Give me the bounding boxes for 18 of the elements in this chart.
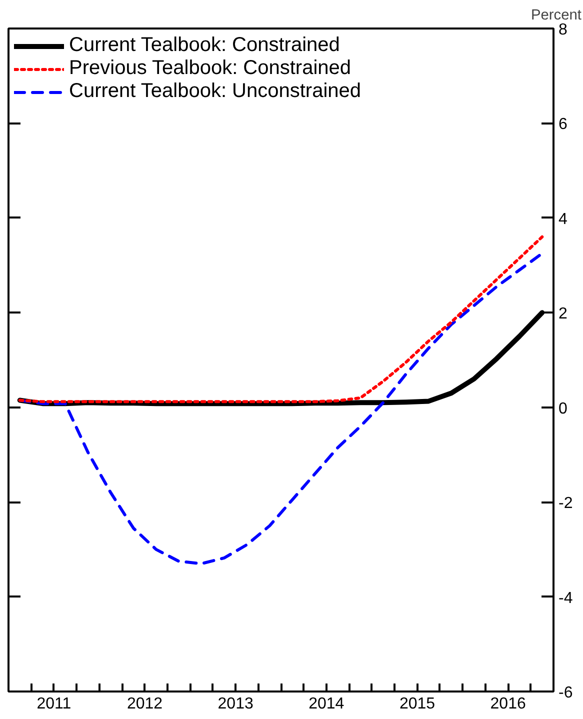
x-tick-label: 2011 (36, 696, 72, 712)
y-tick-label: 2 (558, 306, 568, 323)
y-tick-label: 6 (558, 116, 568, 134)
x-tick-label: 2016 (490, 696, 526, 712)
y-tick-label: 4 (558, 210, 568, 228)
x-tick-label: 2012 (126, 696, 163, 712)
y-tick-label: -6 (558, 684, 573, 702)
y-tick-label: -4 (558, 590, 573, 607)
legend-label: Current Tealbook: Constrained (69, 34, 340, 57)
y-axis-title: Percent (530, 8, 582, 24)
legend-label: Current Tealbook: Unconstrained (69, 80, 362, 103)
y-tick-label: -2 (558, 495, 573, 512)
x-tick-label: 2014 (308, 696, 344, 712)
y-tick-label: 8 (558, 22, 568, 38)
x-tick-label: 2015 (399, 696, 436, 712)
y-tick-label: 0 (558, 400, 568, 418)
legend-label: Previous Tealbook: Constrained (69, 57, 352, 80)
x-tick-label: 2013 (218, 696, 254, 712)
